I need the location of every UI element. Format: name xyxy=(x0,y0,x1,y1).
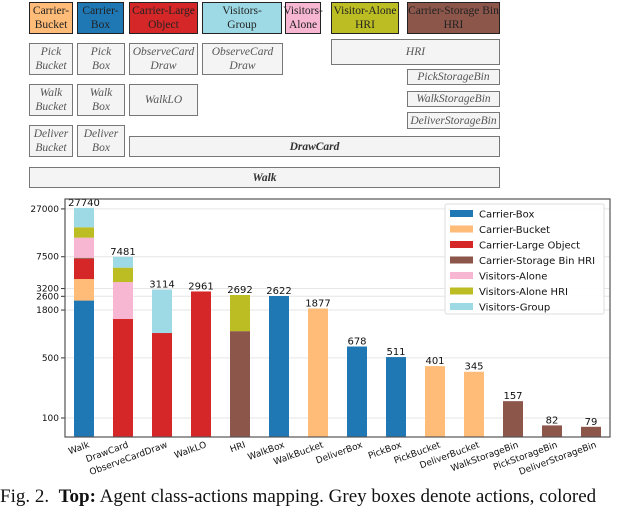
action-pick-bucket: Pick Bucket xyxy=(29,43,73,75)
action-deliver-box: Deliver Box xyxy=(77,125,125,157)
bar-value-label: 678 xyxy=(347,337,366,348)
bar-value-label: 27740 xyxy=(68,198,100,209)
class-carrier-box: Carrier- Box xyxy=(77,2,124,34)
figure-caption: Fig. 2. Top: Agent class-actions mapping… xyxy=(0,486,596,508)
y-tick-label: 100 xyxy=(42,414,59,424)
action-pick-box: Pick Box xyxy=(77,43,125,75)
bar-segment xyxy=(230,295,250,332)
bar-value-label: 511 xyxy=(386,347,405,358)
legend-label: Carrier-Bucket xyxy=(479,225,550,236)
legend-label: Visitors-Group xyxy=(479,303,550,314)
bar-value-label: 2961 xyxy=(188,281,213,292)
bar-segment xyxy=(347,346,367,437)
action-count-chart: 10050018002600320075002700027740Walk7481… xyxy=(30,198,611,478)
legend-label: Carrier-Box xyxy=(479,210,534,221)
bar-value-label: 79 xyxy=(585,417,598,428)
bar-value-label: 2692 xyxy=(227,285,252,296)
bar-value-label: 2622 xyxy=(266,286,291,297)
bar-segment xyxy=(74,207,94,228)
legend-swatch xyxy=(450,210,473,217)
action-pickstoragebin: PickStorageBin xyxy=(407,69,500,85)
caption-fig: Fig. 2. xyxy=(0,486,50,507)
action-drawcard: DrawCard xyxy=(129,136,500,157)
plot-frame xyxy=(64,198,611,438)
bar-segment xyxy=(74,279,94,301)
bar-segment xyxy=(191,291,211,437)
bar-segment xyxy=(503,401,523,437)
y-tick-label: 27000 xyxy=(30,205,59,215)
class-carrier-bucket: Carrier- Bucket xyxy=(29,2,73,34)
legend-swatch xyxy=(450,287,473,295)
bar-value-label: 7481 xyxy=(110,247,135,258)
action-deliverstoragebin: DeliverStorageBin xyxy=(407,112,500,129)
y-tick-label: 7500 xyxy=(36,253,59,263)
bar-segment xyxy=(113,256,133,268)
bar-value-label: 82 xyxy=(546,415,559,426)
x-tick-label: WalkLO xyxy=(173,440,208,461)
action-deliver-bucket: Deliver Bucket xyxy=(29,125,73,157)
bar-value-label: 401 xyxy=(425,356,444,367)
legend-label: Carrier-Large Object xyxy=(479,241,580,252)
bar-segment xyxy=(74,258,94,280)
legend-label: Carrier-Storage Bin HRI xyxy=(479,256,595,267)
legend-box xyxy=(444,203,605,315)
bar-value-label: 1877 xyxy=(305,298,330,309)
bar-segment xyxy=(113,319,133,437)
bar-value-label: 157 xyxy=(503,391,522,402)
y-tick-label: 500 xyxy=(42,354,59,364)
action-walk: Walk xyxy=(29,167,500,188)
y-tick-label: 3200 xyxy=(36,285,59,295)
action-hri: HRI xyxy=(331,39,500,65)
bar-segment xyxy=(74,300,94,437)
action-walkstoragebin: WalkStorageBin xyxy=(407,91,500,107)
bar-segment xyxy=(152,333,172,437)
bar-segment xyxy=(308,308,328,437)
caption-bold: Top: xyxy=(58,486,96,507)
bar-segment xyxy=(152,289,172,334)
legend-swatch xyxy=(450,272,473,279)
legend-label: Visitors-Alone xyxy=(479,272,547,283)
bar-segment xyxy=(386,357,406,437)
legend-swatch xyxy=(450,303,473,310)
class-carrier-storage-bin-hri: Carrier-Storage Bin HRI xyxy=(407,2,500,34)
legend-label: Visitors-Alone HRI xyxy=(479,287,568,298)
bar-segment xyxy=(113,282,133,320)
action-walk-box: Walk Box xyxy=(77,84,125,116)
bar-segment xyxy=(74,237,94,258)
y-tick-label: 1800 xyxy=(36,306,59,316)
class-visitor-alone-hri: Visitor-Alone HRI xyxy=(331,2,399,34)
legend-swatch xyxy=(450,241,473,248)
legend-swatch xyxy=(450,225,473,233)
bar-segment xyxy=(113,267,133,283)
bar-segment xyxy=(269,295,289,437)
caption-text: Agent class-actions mapping. Grey boxes … xyxy=(95,486,597,507)
class-visitors-alone: Visitors- Alone xyxy=(283,2,323,34)
x-tick-label: HRI xyxy=(229,440,247,455)
bar-segment xyxy=(74,227,94,238)
action-walklo: WalkLO xyxy=(129,84,198,116)
bar-segment xyxy=(464,371,484,437)
bar-segment xyxy=(425,366,445,437)
action-observecarddraw-lo: ObserveCard Draw xyxy=(129,43,198,75)
bar-segment xyxy=(542,425,562,437)
bar-segment xyxy=(74,257,94,259)
class-visitors-group: Visitors- Group xyxy=(202,2,282,34)
bar-segment xyxy=(230,331,250,437)
action-observecarddraw-group: ObserveCard Draw xyxy=(202,43,283,75)
class-carrier-large-object: Carrier-Large Object xyxy=(129,2,198,34)
bar-value-label: 3114 xyxy=(149,280,174,291)
legend-swatch xyxy=(450,256,473,264)
bar-segment xyxy=(581,426,601,437)
bar-value-label: 345 xyxy=(464,362,483,373)
y-tick-label: 2600 xyxy=(36,292,59,302)
action-walk-bucket: Walk Bucket xyxy=(29,84,73,116)
